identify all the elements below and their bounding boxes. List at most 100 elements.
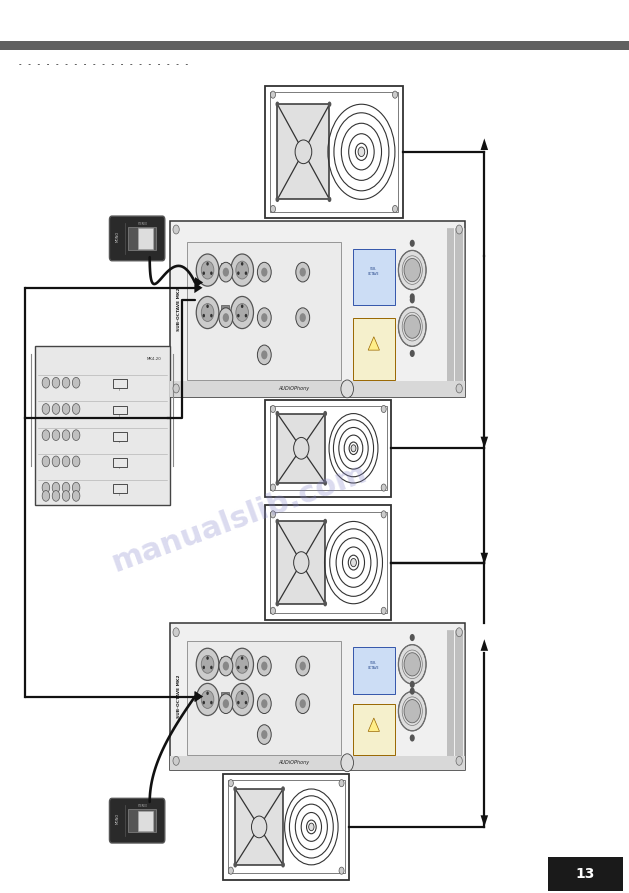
Text: - - - - - - - - - - - - - - - - - - -: - - - - - - - - - - - - - - - - - - - [18, 60, 189, 69]
Circle shape [42, 404, 50, 414]
Bar [353, 249, 394, 305]
Circle shape [409, 239, 415, 246]
Circle shape [196, 683, 219, 715]
Circle shape [409, 634, 415, 641]
Circle shape [276, 519, 279, 524]
Circle shape [404, 653, 420, 676]
Circle shape [270, 205, 276, 213]
Bar [277, 522, 325, 604]
Circle shape [409, 688, 415, 695]
Circle shape [228, 780, 233, 787]
Circle shape [409, 350, 415, 357]
Bar [265, 86, 403, 218]
Circle shape [42, 456, 50, 467]
Circle shape [398, 691, 426, 730]
Circle shape [236, 655, 248, 673]
Circle shape [257, 345, 271, 364]
Circle shape [296, 263, 309, 282]
Circle shape [173, 756, 179, 765]
Circle shape [299, 662, 306, 671]
Polygon shape [481, 639, 488, 651]
Circle shape [323, 519, 327, 524]
Bar [228, 780, 345, 873]
Circle shape [72, 456, 80, 467]
Polygon shape [481, 815, 488, 827]
Circle shape [52, 430, 60, 440]
Circle shape [206, 305, 209, 308]
Text: AUDiOPhony: AUDiOPhony [279, 387, 309, 391]
Circle shape [236, 690, 248, 708]
Bar [170, 755, 465, 770]
Circle shape [409, 296, 415, 304]
Circle shape [245, 665, 247, 669]
Circle shape [261, 662, 267, 671]
Polygon shape [195, 277, 203, 288]
Circle shape [409, 680, 415, 688]
Circle shape [223, 313, 229, 322]
Circle shape [223, 268, 229, 277]
Circle shape [341, 380, 353, 397]
Circle shape [245, 701, 247, 705]
Circle shape [203, 271, 205, 275]
Circle shape [231, 683, 253, 715]
Bar [353, 704, 394, 755]
Circle shape [62, 430, 70, 440]
Text: SUB-OCTAVE MK2: SUB-OCTAVE MK2 [177, 675, 181, 718]
Circle shape [62, 404, 70, 414]
Text: MONO: MONO [116, 231, 120, 242]
Circle shape [294, 552, 309, 573]
Circle shape [231, 254, 253, 286]
Circle shape [276, 102, 279, 107]
Circle shape [52, 404, 60, 414]
Circle shape [62, 482, 70, 493]
Circle shape [276, 196, 279, 202]
Circle shape [381, 511, 386, 518]
Circle shape [339, 780, 344, 787]
Circle shape [392, 91, 398, 98]
Circle shape [210, 665, 213, 669]
Circle shape [42, 430, 50, 440]
Circle shape [203, 313, 205, 317]
Bar [35, 346, 170, 505]
Circle shape [257, 308, 271, 328]
Circle shape [381, 607, 386, 614]
Polygon shape [481, 437, 488, 448]
Bar [277, 104, 330, 199]
Circle shape [328, 196, 331, 202]
Bar [170, 623, 465, 770]
Polygon shape [481, 138, 488, 150]
Bar [221, 263, 229, 277]
FancyBboxPatch shape [109, 798, 165, 843]
Circle shape [241, 691, 243, 695]
Circle shape [219, 694, 233, 714]
Circle shape [456, 384, 462, 393]
Circle shape [404, 699, 420, 722]
Circle shape [299, 313, 306, 322]
Circle shape [252, 816, 267, 838]
FancyBboxPatch shape [109, 216, 165, 261]
Text: 13: 13 [576, 867, 595, 881]
Bar [353, 647, 394, 694]
Circle shape [261, 268, 267, 277]
Text: MONO: MONO [116, 814, 120, 824]
Text: manualslib.com: manualslib.com [108, 458, 370, 578]
Circle shape [245, 313, 247, 317]
Circle shape [299, 268, 306, 277]
Bar [113, 458, 127, 467]
Circle shape [219, 263, 233, 282]
Circle shape [404, 315, 420, 338]
Circle shape [42, 482, 50, 493]
Bar [235, 789, 283, 864]
Circle shape [206, 691, 209, 695]
Circle shape [210, 271, 213, 275]
Circle shape [210, 701, 213, 705]
Polygon shape [194, 282, 203, 293]
Text: MK4-20: MK4-20 [146, 357, 161, 361]
Circle shape [261, 699, 267, 708]
Circle shape [398, 307, 426, 346]
Bar [170, 380, 465, 397]
Bar [548, 857, 623, 891]
Circle shape [173, 628, 179, 637]
Circle shape [237, 271, 240, 275]
Circle shape [456, 225, 462, 234]
